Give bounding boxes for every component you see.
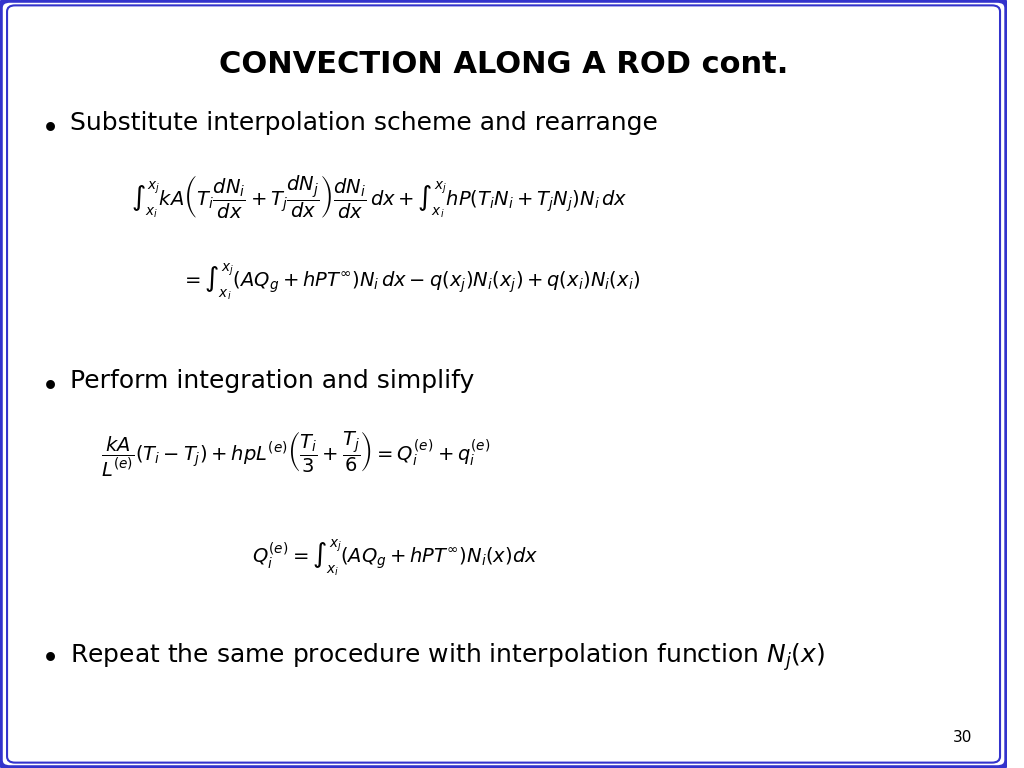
Text: $Q_i^{(e)} = \int_{x_i}^{x_j} (AQ_g + hPT^{\infty})N_i(x)dx$: $Q_i^{(e)} = \int_{x_i}^{x_j} (AQ_g + hP…	[252, 538, 538, 578]
Text: $\bullet$: $\bullet$	[40, 641, 56, 670]
Text: $\bullet$: $\bullet$	[40, 369, 56, 398]
Text: $\bullet$: $\bullet$	[40, 111, 56, 141]
Text: Repeat the same procedure with interpolation function $N_j(x)$: Repeat the same procedure with interpola…	[71, 641, 825, 673]
Text: Substitute interpolation scheme and rearrange: Substitute interpolation scheme and rear…	[71, 111, 658, 135]
Text: Perform integration and simplify: Perform integration and simplify	[71, 369, 475, 392]
Text: 30: 30	[952, 730, 972, 745]
Text: $\dfrac{kA}{L^{(e)}}\left(T_i - T_j\right) + hpL^{(e)}\left(\dfrac{T_i}{3} + \df: $\dfrac{kA}{L^{(e)}}\left(T_i - T_j\righ…	[100, 430, 490, 479]
Text: $= \int_{x_i}^{x_j} (AQ_g + hPT^{\infty})N_i\,dx - q(x_j)N_i(x_j) + q(x_i)N_i(x_: $= \int_{x_i}^{x_j} (AQ_g + hPT^{\infty}…	[181, 261, 641, 302]
Text: CONVECTION ALONG A ROD cont.: CONVECTION ALONG A ROD cont.	[219, 50, 788, 79]
Text: $\int_{x_i}^{x_j} kA\left(T_i \dfrac{dN_i}{dx} + T_j \dfrac{dN_j}{dx}\right)\dfr: $\int_{x_i}^{x_j} kA\left(T_i \dfrac{dN_…	[131, 173, 628, 220]
